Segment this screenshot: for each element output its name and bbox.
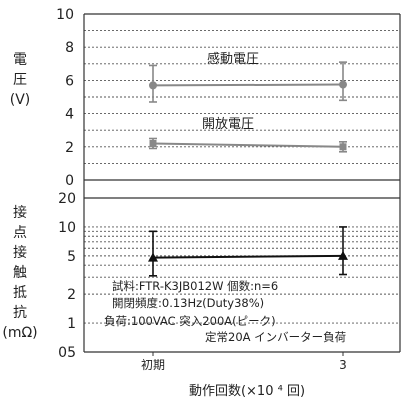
y-tick-label-voltage: 10 bbox=[56, 7, 74, 23]
y-tick-label-resistance: 20 bbox=[58, 191, 76, 207]
y-tick-label-voltage: 0 bbox=[65, 173, 74, 189]
series-label-kando: 感動電圧 bbox=[207, 51, 259, 67]
note-line-2: 開閉頻度:0.13Hz(Duty38%) bbox=[112, 296, 264, 310]
y-tick-label-voltage: 6 bbox=[65, 73, 74, 89]
y-axis-title-resistance-char: 触 bbox=[13, 265, 27, 281]
axis-layer bbox=[83, 13, 401, 353]
y-tick-label-resistance: 5 bbox=[67, 249, 76, 265]
y-axis-title-resistance-char: 接 bbox=[13, 244, 27, 261]
y-axis-title-voltage-char: (V) bbox=[10, 92, 31, 108]
y-axis-title-voltage-char: 電 bbox=[13, 52, 27, 68]
y-tick-label-resistance: 2 bbox=[67, 287, 76, 303]
series-kaiho-voltage-point bbox=[339, 143, 347, 151]
y-axis-title-resistance-char: 点 bbox=[13, 225, 27, 241]
series-layer bbox=[148, 61, 348, 277]
note-line-4: 定常20A インバーター負荷 bbox=[205, 330, 346, 344]
y-tick-label-resistance: 1 bbox=[67, 316, 76, 332]
y-axis-title-resistance-char: 接 bbox=[13, 204, 27, 221]
y-axis-title-resistance-char: 抵 bbox=[13, 285, 27, 301]
y-axis-title-resistance-char: (mΩ) bbox=[2, 325, 37, 341]
y-tick-label-voltage: 4 bbox=[65, 107, 74, 123]
y-axis-title-resistance-char: 抗 bbox=[13, 305, 27, 321]
note-line-3: 負荷:100VAC 突入200A(ピーク) bbox=[104, 314, 276, 328]
series-kaiho-voltage-point bbox=[149, 139, 157, 147]
series-kando-voltage-point bbox=[149, 81, 157, 90]
y-axis-title-voltage-char: 圧 bbox=[13, 72, 27, 88]
y-tick-label-resistance: 10 bbox=[58, 220, 76, 236]
series-contact-resistance-line bbox=[152, 254, 344, 259]
series-contact-resistance-point bbox=[338, 250, 348, 260]
x-tick-label: 初期 bbox=[141, 358, 165, 372]
note-line-1: 試料:FTR-K3JB012W 個数:n=6 bbox=[112, 279, 278, 293]
series-kando-voltage-point bbox=[339, 80, 347, 89]
tick-layer: 0 2 4 6 8 10 05 1 2 5 10 20 初期 3 bbox=[56, 7, 347, 372]
series-label-kaiho: 開放電圧 bbox=[202, 117, 254, 132]
x-tick-label: 3 bbox=[339, 358, 347, 372]
series-contact-resistance-point bbox=[148, 252, 158, 262]
y-tick-label-voltage: 8 bbox=[65, 40, 74, 56]
series-kando-voltage-line bbox=[152, 83, 344, 87]
series-kaiho-voltage-line bbox=[152, 142, 344, 148]
y-tick-label-voltage: 2 bbox=[65, 140, 74, 156]
y-tick-label-resistance: 05 bbox=[58, 345, 76, 361]
x-axis-title: 動作回数(×10 ⁴ 回) bbox=[189, 384, 305, 399]
